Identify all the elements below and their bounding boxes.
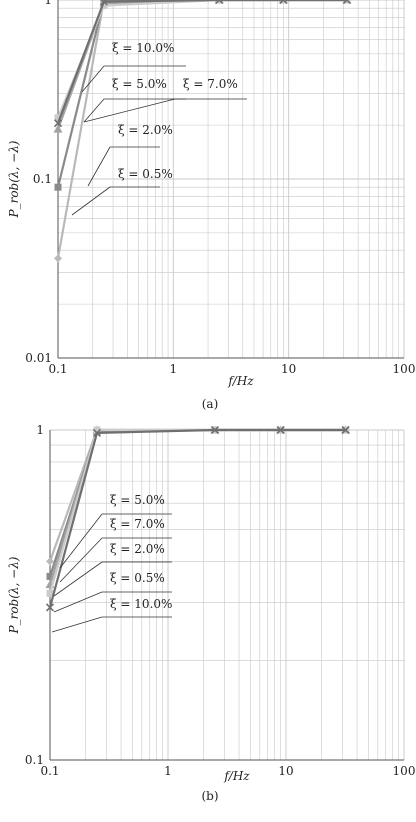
annotation-label: ξ = 5.0% [112,77,167,91]
x-tick-label: 10 [281,362,296,376]
data-point [215,0,223,4]
grid [49,429,405,761]
annotation-leader [53,591,103,613]
x-tick-label: 10 [278,764,293,778]
y-tick-label: 0.1 [25,753,44,767]
annotation-leader [83,98,105,123]
data-point [53,119,63,128]
annotation-leader [59,513,103,569]
series-line [56,0,347,259]
annotation-label: ξ = 10.0% [112,41,174,55]
data-point [46,572,54,580]
x-axis-label: f/Hz [223,769,250,783]
data-point [341,425,350,435]
y-axis-label: P_rob(λ, −λ) [7,556,21,634]
annotation: ξ = 7.0% [83,77,247,123]
annotation: ξ = 0.5% [71,167,173,216]
series-line [56,0,347,124]
y-tick-label: 1 [36,423,44,437]
data-point [276,425,285,435]
data-point [92,428,102,437]
data-point [215,0,224,5]
annotation-leader [59,537,103,583]
series-4 [45,425,350,612]
annotation: ξ = 2.0% [53,542,172,597]
annotation-label: ξ = 10.0% [110,597,172,611]
series-4 [53,0,351,128]
data-point [342,0,351,5]
x-tick-label: 0.1 [40,764,59,778]
series-line [48,428,346,594]
data-point [99,0,108,6]
annotation-leader [53,561,103,597]
x-tick-label: 0.1 [48,362,67,376]
data-point [45,603,55,612]
annotation-leader [81,65,105,93]
series-line [56,0,347,188]
chart-caption: (a) [202,397,219,411]
data-point [46,557,54,566]
data-point [54,254,62,263]
annotation-label: ξ = 0.5% [118,167,173,181]
annotation-leader [51,616,103,633]
annotation-label: ξ = 7.0% [183,77,238,91]
y-axis-label: P_rob(λ, −λ) [7,140,21,218]
y-tick-label: 0.01 [25,351,52,365]
data-point [210,425,220,435]
data-point [343,0,351,4]
annotation: ξ = 7.0% [59,517,172,583]
series-line [48,428,346,608]
x-tick-label: 100 [393,362,416,376]
data-point [279,0,288,5]
annotation-label: ξ = 5.0% [110,493,165,507]
x-axis-label: f/Hz [227,374,254,388]
annotation: ξ = 5.0% [59,493,172,569]
annotation: ξ = 10.0% [51,597,172,633]
annotation: ξ = 5.0% [83,77,186,123]
annotation-label: ξ = 0.5% [110,571,165,585]
y-tick-label: 0.1 [33,172,52,186]
annotation-leader [87,146,111,187]
x-tick-label: 1 [170,362,178,376]
data-point [54,114,62,122]
data-point [279,0,287,4]
series-3 [54,0,351,122]
x-tick-label: 100 [393,764,416,778]
annotation-leader [83,98,176,123]
annotation-leader [71,186,111,216]
annotation: ξ = 0.5% [53,571,172,613]
series-line [48,428,346,562]
chart-caption: (b) [201,789,218,803]
annotation-label: ξ = 2.0% [110,542,165,556]
data-point [100,2,108,10]
grid [57,0,405,359]
data-point [53,124,63,133]
chart-b: 0.1 1 10 100 0.1 1 f/Hz P_rob(λ, −λ) (b) ξ = 5.0%… [7,423,415,803]
annotation: ξ = 10.0% [81,41,186,93]
data-point [46,589,54,597]
y-tick-label: 1 [44,0,52,7]
x-tick-label: 1 [164,764,172,778]
series-0 [54,0,351,263]
data-point [93,426,101,434]
annotation-label: ξ = 2.0% [118,123,173,137]
data-point [54,183,62,191]
annotation: ξ = 2.0% [87,123,173,187]
annotation-label: ξ = 7.0% [110,517,165,531]
